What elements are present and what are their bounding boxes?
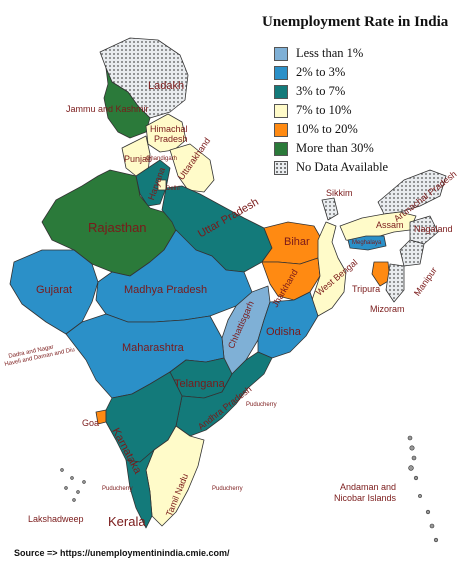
label-puducherry-west: Puducherry	[102, 486, 133, 492]
label-tripura: Tripura	[352, 284, 381, 294]
state-wb	[311, 221, 347, 317]
legend-item: 7% to 10%	[274, 101, 388, 120]
legend-label: No Data Available	[296, 160, 389, 174]
label-chandigarh: Chandigarh	[146, 156, 178, 162]
andaman-islands	[407, 435, 439, 543]
legend-swatch	[274, 160, 288, 175]
legend-label: 3% to 7%	[296, 84, 346, 98]
label-meghalaya: Meghalaya	[352, 240, 382, 246]
state-jharkhand	[261, 257, 321, 301]
state-chhattisgarh	[221, 285, 271, 375]
label-puducherry-south: Puducherry	[212, 486, 243, 492]
legend-label: 7% to 10%	[296, 103, 352, 117]
state-manipur	[399, 239, 425, 267]
state-sikkim	[321, 197, 339, 221]
label-telangana: Telangana	[174, 378, 225, 390]
label-sikkim: Sikkim	[326, 188, 353, 198]
legend-swatch	[274, 141, 288, 156]
label-mizoram: Mizoram	[370, 304, 405, 314]
label-mp: Madhya Pradesh	[124, 284, 208, 296]
legend-swatch	[274, 103, 288, 118]
legend-label: More than 30%	[296, 141, 374, 155]
legend-item: More than 30%	[274, 139, 388, 158]
label-bihar: Bihar	[284, 236, 310, 248]
state-gujarat	[9, 249, 99, 335]
label-jk: Jammu and Kashmir	[66, 104, 149, 114]
legend-item: 2% to 3%	[274, 63, 388, 82]
label-gujarat: Gujarat	[36, 284, 73, 296]
legend-item: 10% to 20%	[274, 120, 388, 139]
label-goa: Goa	[82, 418, 100, 428]
label-rajasthan: Rajasthan	[88, 220, 147, 235]
lakshadweep-islands	[60, 468, 86, 502]
label-delhi: Delhi	[166, 186, 180, 192]
source-note: Source => https://unemploymentinindia.cm…	[14, 548, 230, 558]
label-punjab: Punjab	[124, 154, 153, 164]
state-nagaland	[409, 215, 439, 245]
label-kerala: Kerala	[108, 514, 146, 529]
label-ladakh: Ladakh	[148, 80, 185, 92]
label-andaman-2: Nicobar Islands	[334, 493, 397, 503]
state-kerala	[125, 449, 155, 529]
label-assam: Assam	[376, 220, 404, 230]
map-title: Unemployment Rate in India	[262, 14, 449, 30]
state-himachal	[145, 113, 187, 153]
legend-swatch	[274, 65, 288, 80]
legend-label: 2% to 3%	[296, 65, 346, 79]
legend-swatch	[274, 46, 288, 61]
state-jk	[103, 67, 151, 139]
state-tripura	[371, 261, 391, 287]
label-himachal-1: Himachal	[150, 124, 188, 134]
legend-item: Less than 1%	[274, 44, 388, 63]
state-mizoram	[385, 263, 405, 303]
label-nagaland: Nagaland	[414, 224, 453, 234]
label-andaman-1: Andaman and	[340, 482, 397, 492]
legend-label: Less than 1%	[296, 46, 364, 60]
label-maharashtra: Maharashtra	[122, 342, 184, 354]
legend: Less than 1% 2% to 3% 3% to 7% 7% to 10%…	[274, 44, 388, 177]
state-uttarakhand	[169, 143, 215, 193]
legend-swatch	[274, 84, 288, 99]
label-puducherry-east: Puducherry	[246, 402, 277, 408]
label-lakshadweep: Lakshadweep	[28, 514, 84, 524]
label-himachal-2: Pradesh	[154, 134, 188, 144]
state-odisha	[257, 291, 319, 359]
state-ap	[175, 351, 273, 437]
state-meghalaya	[347, 235, 387, 251]
legend-item: 3% to 7%	[274, 82, 388, 101]
legend-label: 10% to 20%	[296, 122, 358, 136]
label-odisha: Odisha	[266, 326, 301, 338]
legend-swatch	[274, 122, 288, 137]
legend-item: No Data Available	[274, 158, 388, 177]
